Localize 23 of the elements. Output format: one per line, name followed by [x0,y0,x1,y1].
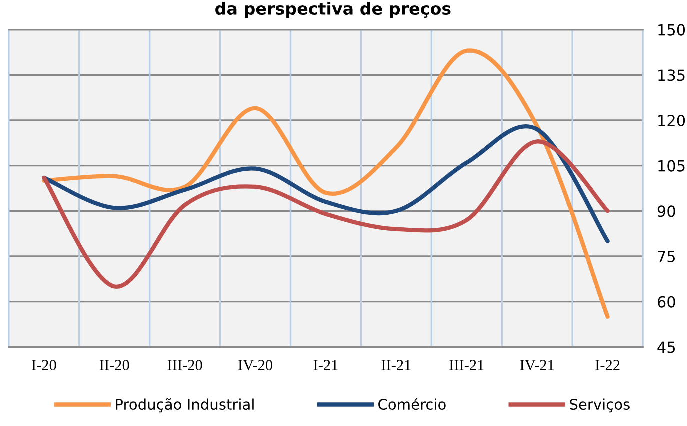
line-series [42,140,610,289]
y-tick-label: 120 [658,114,686,127]
line-series [42,48,610,320]
x-tick-label: II-20 [100,360,130,370]
legend-label: Comércio [378,398,446,410]
x-tick-label: III-20 [168,360,202,370]
y-tick-label: 135 [658,70,685,82]
x-tick-label: I-21 [314,360,338,370]
y-tick-label: 75 [658,251,676,263]
y-tick-label: 150 [658,24,686,36]
x-tick-label: III-21 [450,360,484,370]
chart-title: da perspectiva de preços [216,2,451,18]
legend-label: Produção Industrial [116,398,254,413]
x-tick-label: I-22 [596,360,620,370]
y-tick-label: 105 [658,160,685,172]
y-tick-label: 45 [658,342,676,354]
x-tick-label: IV-21 [520,360,554,371]
x-tick-label: I-20 [32,360,56,370]
y-tick-label: 60 [658,296,676,308]
legend-label: Serviços [570,398,630,413]
x-tick-label: IV-20 [238,360,272,371]
y-tick-label: 90 [658,206,676,218]
x-tick-label: II-21 [382,360,411,370]
